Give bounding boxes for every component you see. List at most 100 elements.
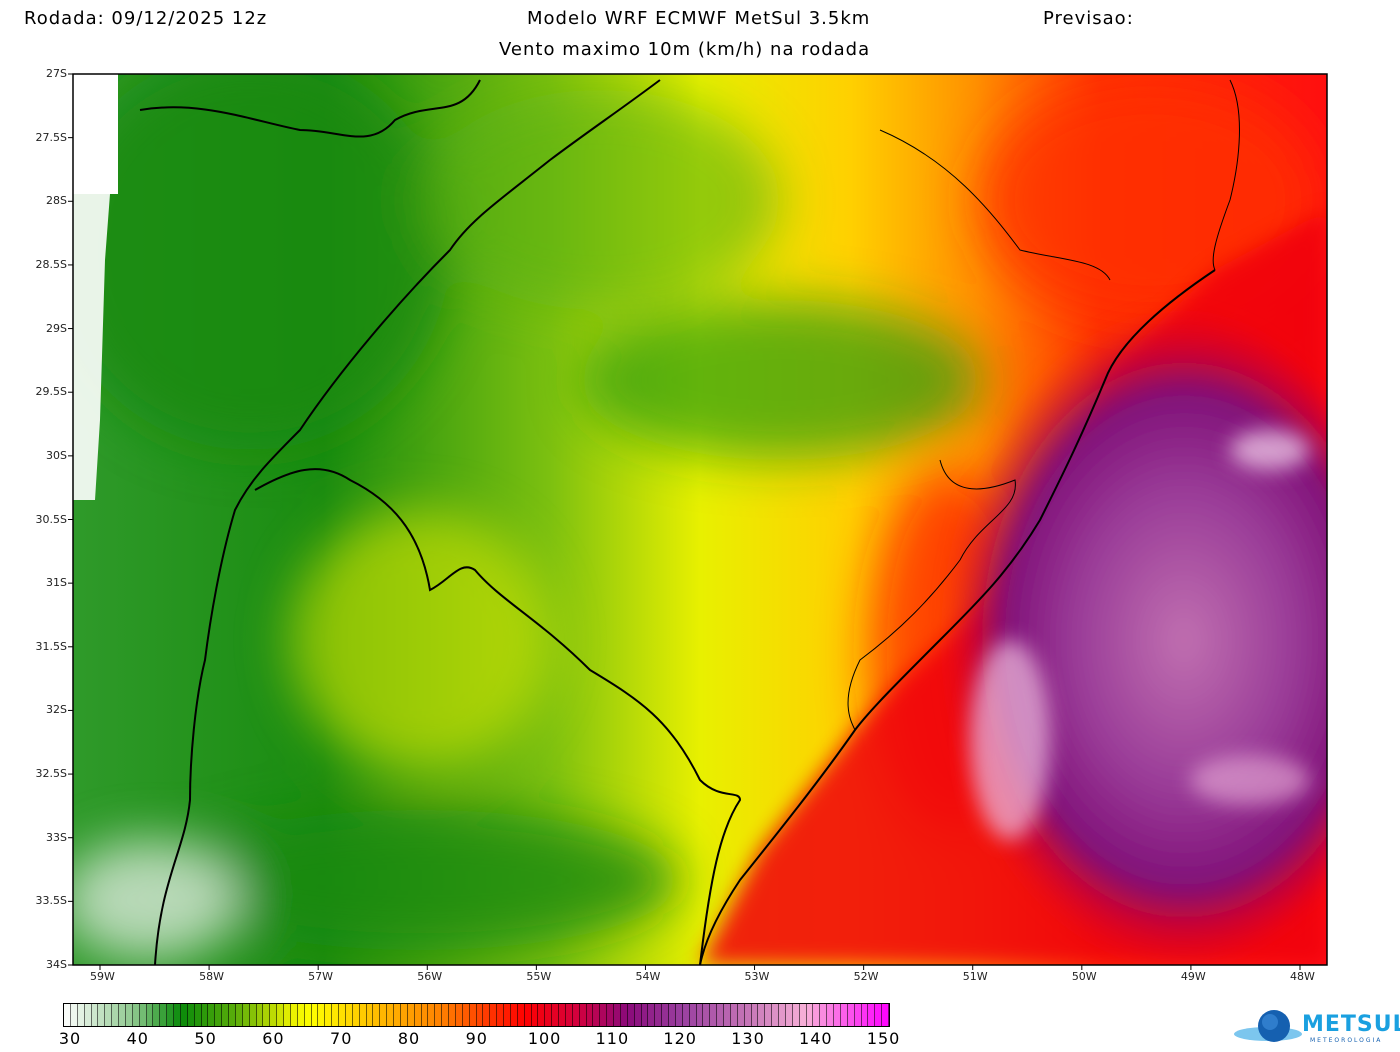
colorbar-swatch bbox=[400, 1004, 408, 1026]
colorbar-label: 90 bbox=[465, 1029, 488, 1048]
colorbar-swatch bbox=[737, 1004, 745, 1026]
colorbar-swatch bbox=[620, 1004, 628, 1026]
colorbar-swatch bbox=[669, 1004, 676, 1026]
colorbar-swatch bbox=[380, 1004, 388, 1026]
colorbar-swatch bbox=[586, 1004, 594, 1026]
colorbar-swatch bbox=[689, 1004, 697, 1026]
colorbar-swatch bbox=[160, 1004, 168, 1026]
colorbar-swatch bbox=[765, 1004, 773, 1026]
logo-name: METSUL bbox=[1302, 1012, 1400, 1037]
colorbar-swatch bbox=[607, 1004, 614, 1026]
colorbar-swatch bbox=[834, 1004, 841, 1026]
colorbar-swatch bbox=[249, 1004, 257, 1026]
colorbar-swatch bbox=[744, 1004, 752, 1026]
colorbar-label: 140 bbox=[799, 1029, 833, 1048]
colorbar-swatch bbox=[394, 1004, 401, 1026]
border-brazil-uruguay bbox=[254, 468, 742, 965]
colorbar-swatch bbox=[345, 1004, 353, 1026]
colorbar-swatch bbox=[799, 1004, 807, 1026]
colorbar-swatch bbox=[229, 1004, 236, 1026]
colorbar-label: 40 bbox=[126, 1029, 149, 1048]
colorbar-swatch bbox=[387, 1004, 394, 1026]
colorbar-label: 60 bbox=[262, 1029, 285, 1048]
colorbar-swatch bbox=[648, 1004, 656, 1026]
colorbar-swatch bbox=[125, 1004, 133, 1026]
colorbar-swatch bbox=[366, 1004, 374, 1026]
colorbar-swatch bbox=[462, 1004, 470, 1026]
lat-tick-label: 27S bbox=[46, 67, 67, 80]
colorbar-swatch bbox=[407, 1004, 415, 1026]
colorbar-swatch bbox=[242, 1004, 250, 1026]
colorbar-swatch bbox=[524, 1004, 532, 1026]
colorbar-swatch bbox=[311, 1004, 319, 1026]
lat-tick-label: 28.5S bbox=[35, 257, 67, 271]
lon-tick-label: 50W bbox=[1071, 970, 1097, 983]
colorbar-swatch bbox=[235, 1004, 243, 1026]
colorbar-swatch bbox=[545, 1004, 553, 1026]
colorbar-label: 80 bbox=[397, 1029, 421, 1048]
colorbar-swatch bbox=[504, 1004, 511, 1026]
colorbar-swatch bbox=[655, 1004, 663, 1026]
colorbar-swatch bbox=[758, 1004, 766, 1026]
colorbar-swatch bbox=[840, 1004, 848, 1026]
colorbar-swatch bbox=[875, 1004, 883, 1026]
colorbar-swatch bbox=[208, 1004, 216, 1026]
colorbar-swatch bbox=[112, 1004, 119, 1026]
colorbar-label: 120 bbox=[663, 1029, 697, 1048]
lat-tick-label: 31.5S bbox=[35, 639, 67, 653]
colorbar-swatch bbox=[290, 1004, 298, 1026]
globe-icon bbox=[1234, 1010, 1302, 1042]
colorbar-swatch bbox=[304, 1004, 312, 1026]
colorbar-swatch bbox=[490, 1004, 498, 1026]
lon-tick-label: 54W bbox=[635, 970, 661, 983]
colorbar-label: 30 bbox=[58, 1029, 82, 1048]
colorbar-swatch bbox=[277, 1004, 284, 1026]
colorbar-swatch bbox=[847, 1004, 855, 1026]
metsul-logo: METSUL METEOROLOGIA bbox=[1232, 1008, 1400, 1048]
colorbar-swatch bbox=[717, 1004, 724, 1026]
lon-tick-label: 57W bbox=[308, 970, 334, 983]
colorbar-swatch bbox=[593, 1004, 601, 1026]
colorbar-swatch bbox=[861, 1004, 869, 1026]
colorbar-swatch bbox=[579, 1004, 587, 1026]
lat-tick-label: 28S bbox=[46, 194, 67, 208]
coastline bbox=[699, 269, 1216, 965]
colorbar-swatch bbox=[455, 1004, 463, 1026]
colorbar-swatch bbox=[98, 1004, 106, 1026]
colorbar-swatch bbox=[77, 1004, 85, 1026]
colorbar-swatch bbox=[64, 1004, 71, 1026]
colorbar-swatch bbox=[785, 1004, 793, 1026]
lon-tick-label: 49W bbox=[1180, 970, 1206, 983]
colorbar-swatch bbox=[627, 1004, 635, 1026]
colorbar-swatch bbox=[820, 1004, 828, 1026]
lon-tick-label: 48W bbox=[1290, 970, 1315, 983]
lat-tick-label: 27.5S bbox=[35, 130, 67, 144]
colorbar-swatch bbox=[497, 1004, 504, 1026]
colorbar-swatch bbox=[332, 1004, 339, 1026]
lon-tick-label: 53W bbox=[744, 970, 770, 983]
colorbar-swatch bbox=[284, 1004, 291, 1026]
colorbar-swatch bbox=[132, 1004, 140, 1026]
colorbar-swatch bbox=[710, 1004, 718, 1026]
colorbar-swatch bbox=[854, 1004, 862, 1026]
colorbar-swatch bbox=[187, 1004, 195, 1026]
colorbar-swatch bbox=[70, 1004, 78, 1026]
lat-tick-label: 29.5S bbox=[35, 385, 67, 399]
lon-tick-label: 55W bbox=[526, 970, 552, 983]
colorbar-swatch bbox=[483, 1004, 491, 1026]
colorbar-swatch bbox=[662, 1004, 669, 1026]
colorbar-swatch bbox=[153, 1004, 161, 1026]
colorbar-swatch bbox=[435, 1004, 443, 1026]
storm-core bbox=[920, 310, 1327, 965]
colorbar-swatch bbox=[139, 1004, 147, 1026]
colorbar-swatch bbox=[682, 1004, 690, 1026]
lat-tick-label: 32.5S bbox=[35, 767, 67, 781]
colorbar-swatch bbox=[476, 1004, 484, 1026]
lon-tick-label: 56W bbox=[417, 970, 443, 983]
colorbar-swatch bbox=[105, 1004, 113, 1026]
colorbar-swatch bbox=[373, 1004, 381, 1026]
colorbar-swatch bbox=[696, 1004, 704, 1026]
colorbar-swatch bbox=[428, 1004, 436, 1026]
colorbar-swatch bbox=[510, 1004, 518, 1026]
colorbar-label: 100 bbox=[527, 1029, 562, 1048]
